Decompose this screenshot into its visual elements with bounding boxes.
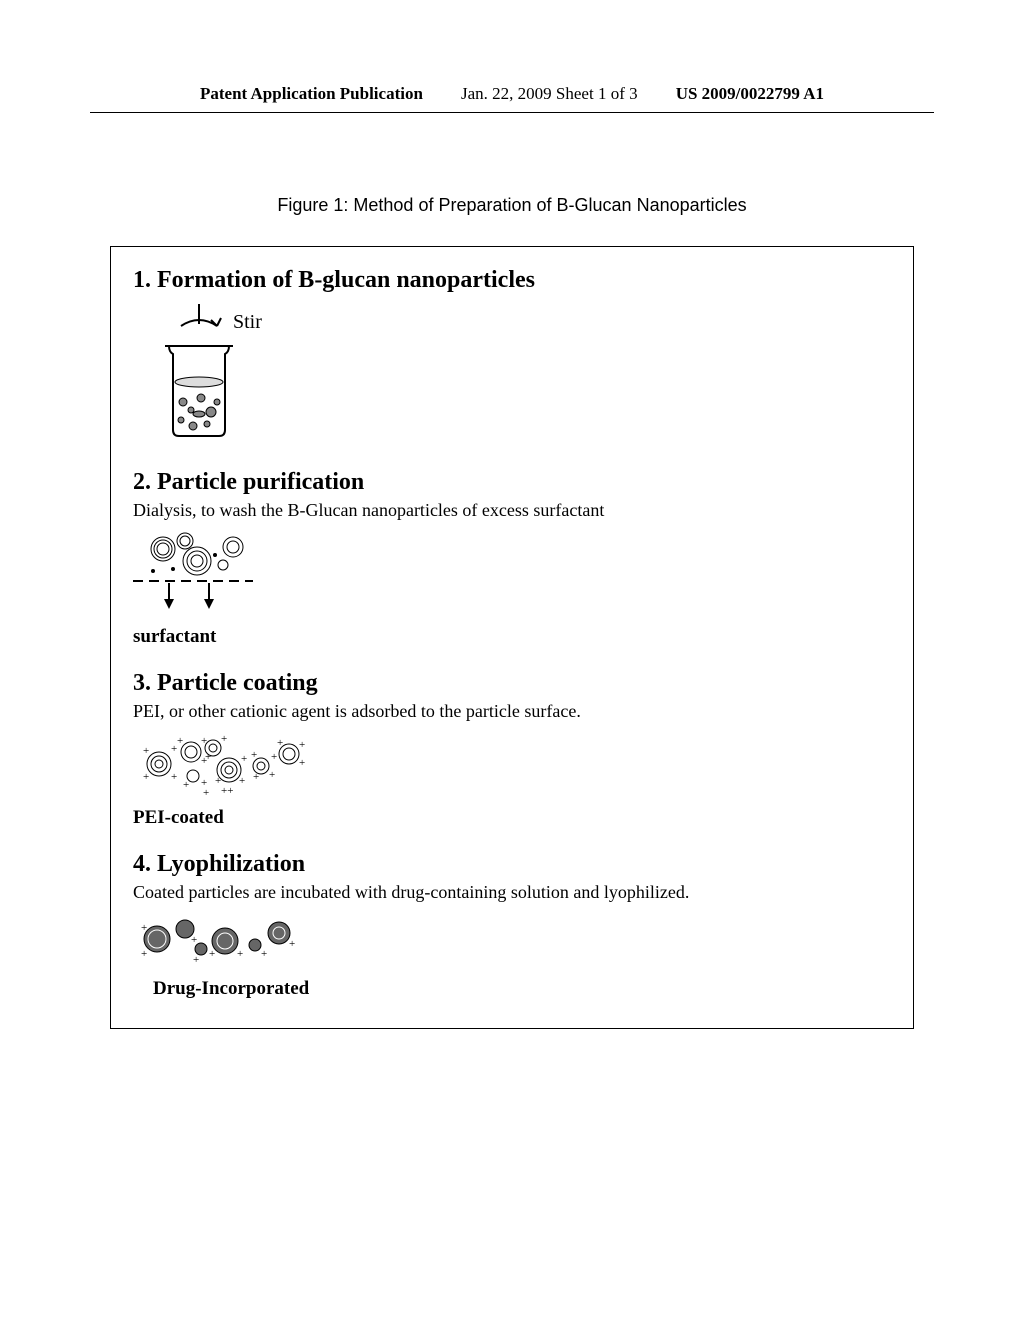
svg-text:+: + bbox=[269, 769, 275, 781]
step3-illustration: ++++ +++ ++ ++ +++ ++++ bbox=[133, 730, 891, 805]
step2-caption: surfactant bbox=[133, 626, 891, 648]
header-left: Patent Application Publication bbox=[200, 84, 423, 104]
svg-text:+: + bbox=[177, 735, 183, 747]
svg-text:+: + bbox=[203, 787, 209, 799]
figure-box: 1. Formation of B-glucan nanoparticles S… bbox=[110, 246, 914, 1029]
svg-text:+: + bbox=[271, 751, 277, 763]
svg-text:+: + bbox=[289, 938, 295, 950]
svg-text:+: + bbox=[261, 948, 267, 960]
step4-title: 4. Lyophilization bbox=[133, 851, 891, 878]
svg-text:+: + bbox=[239, 775, 245, 787]
step2-title: 2. Particle purification bbox=[133, 469, 891, 496]
svg-text:+: + bbox=[221, 733, 227, 745]
svg-text:+: + bbox=[251, 749, 257, 761]
step3-caption: PEI-coated bbox=[133, 807, 891, 829]
stir-label: Stir bbox=[233, 311, 262, 333]
svg-text:+: + bbox=[253, 771, 259, 783]
step2-subtitle: Dialysis, to wash the B-Glucan nanoparti… bbox=[133, 500, 891, 521]
svg-text:+: + bbox=[237, 948, 243, 960]
svg-text:++: ++ bbox=[221, 785, 233, 797]
step3-title: 3. Particle coating bbox=[133, 670, 891, 697]
svg-text:+: + bbox=[201, 735, 207, 747]
step1-illustration: Stir bbox=[133, 302, 891, 447]
page-header: Patent Application Publication Jan. 22, … bbox=[90, 0, 934, 113]
svg-text:+: + bbox=[171, 771, 177, 783]
svg-text:+: + bbox=[277, 737, 283, 749]
step4-subtitle: Coated particles are incubated with drug… bbox=[133, 882, 891, 903]
svg-text:+: + bbox=[183, 779, 189, 791]
svg-text:+: + bbox=[143, 771, 149, 783]
svg-text:+: + bbox=[205, 751, 211, 763]
svg-text:+: + bbox=[141, 948, 147, 960]
svg-text:+: + bbox=[209, 948, 215, 960]
svg-text:+: + bbox=[299, 739, 305, 751]
svg-text:+: + bbox=[241, 753, 247, 765]
step1-title: 1. Formation of B-glucan nanoparticles bbox=[133, 267, 891, 294]
svg-text:+: + bbox=[191, 934, 197, 946]
svg-text:+: + bbox=[193, 954, 199, 966]
step2-illustration bbox=[133, 529, 891, 624]
figure-title: Figure 1: Method of Preparation of B-Glu… bbox=[0, 195, 1024, 216]
svg-text:+: + bbox=[141, 922, 147, 934]
svg-text:+: + bbox=[299, 757, 305, 769]
header-mid: Jan. 22, 2009 Sheet 1 of 3 bbox=[461, 84, 638, 104]
step3-subtitle: PEI, or other cationic agent is adsorbed… bbox=[133, 701, 891, 722]
step4-illustration: + + + + + + + + bbox=[133, 911, 891, 976]
header-right: US 2009/0022799 A1 bbox=[676, 84, 824, 104]
step4-caption: Drug-Incorporated bbox=[153, 978, 891, 1000]
svg-text:+: + bbox=[143, 745, 149, 757]
